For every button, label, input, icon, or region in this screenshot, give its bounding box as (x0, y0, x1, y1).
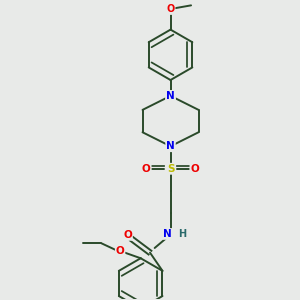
Text: O: O (116, 246, 124, 256)
Text: O: O (123, 230, 132, 240)
Text: N: N (166, 91, 175, 101)
Text: H: H (178, 229, 187, 239)
Text: N: N (164, 229, 172, 239)
Text: N: N (166, 91, 175, 101)
Text: O: O (190, 164, 199, 174)
Text: N: N (166, 141, 175, 151)
Text: O: O (142, 164, 151, 174)
Text: S: S (167, 164, 174, 174)
Text: O: O (167, 4, 175, 14)
